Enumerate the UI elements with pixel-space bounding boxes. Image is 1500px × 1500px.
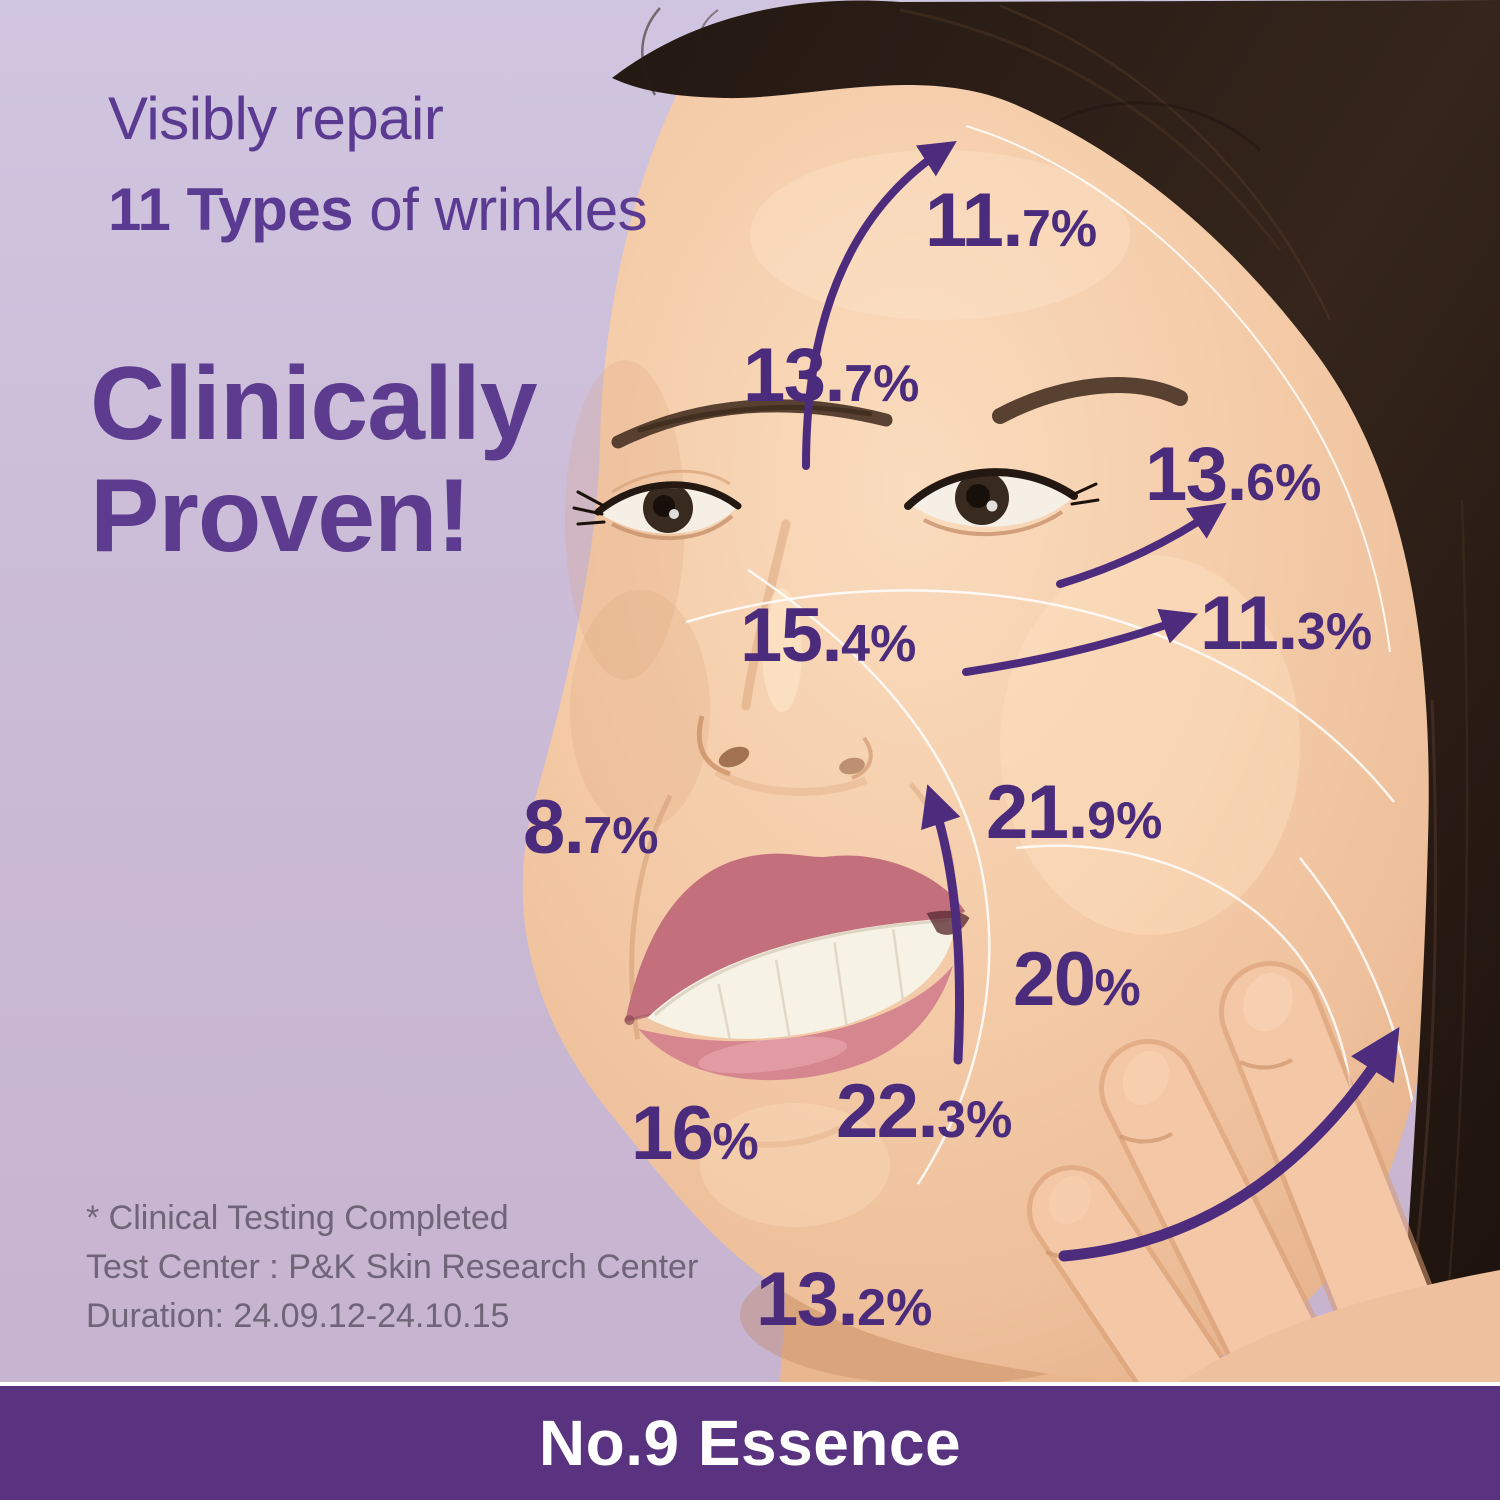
footnote-line1: * Clinical Testing Completed [86, 1199, 509, 1237]
headline-line2-rest: of wrinkles [353, 176, 648, 243]
stat-nose-bridge: 15.4% [740, 593, 917, 678]
arrow-cheek [921, 784, 965, 1065]
claim-title: Clinically Proven! [90, 346, 538, 575]
stat-under-eye: 11.3% [1200, 581, 1373, 666]
arrow-jawline [1058, 1027, 1400, 1262]
eyebrows [611, 377, 1188, 449]
stat-brow-temple: 13.7% [743, 333, 920, 418]
headline-line2: 11 Types of wrinkles [108, 175, 648, 244]
stat-chin: 16% [631, 1091, 759, 1176]
product-name: No.9 Essence [538, 1407, 962, 1479]
headline-line1: Visibly repair [108, 85, 444, 152]
stat-crow-feet: 13.6% [1145, 432, 1322, 517]
stat-forehead-lines: 11.7% [925, 178, 1098, 263]
eyes [572, 468, 1100, 541]
mouth [624, 782, 970, 1081]
stat-mouth-corner: 22.3% [836, 1069, 1013, 1154]
arrow-crow-feet [1056, 502, 1227, 588]
stat-jawline: 13.2% [756, 1257, 933, 1342]
stat-cheek-upper: 21.9% [986, 770, 1163, 855]
stat-cheek-lower: 20% [1013, 937, 1141, 1022]
claim-line1: Clinically [90, 346, 538, 462]
claim-line2: Proven! [90, 458, 471, 575]
footnote-line3: Duration: 24.09.12-24.10.15 [86, 1296, 510, 1335]
lift-arrows [802, 141, 1400, 1262]
headline: Visibly repair 11 Types of wrinkles [108, 84, 648, 244]
chin-crease [698, 1125, 842, 1148]
footnote-line2: Test Center : P&K Skin Research Center [86, 1247, 699, 1286]
product-name-bar: No.9 Essence [0, 1382, 1500, 1500]
arrow-forehead [802, 141, 957, 470]
stat-nasolabial: 8.7% [523, 785, 659, 870]
guide-arcs [685, 125, 1426, 1251]
headline-line2-bold: 11 Types [108, 176, 354, 243]
hand [1027, 961, 1500, 1435]
nose [696, 519, 873, 796]
footnote: * Clinical Testing Completed Test Center… [86, 1194, 698, 1341]
arrow-under-eye [962, 608, 1199, 676]
